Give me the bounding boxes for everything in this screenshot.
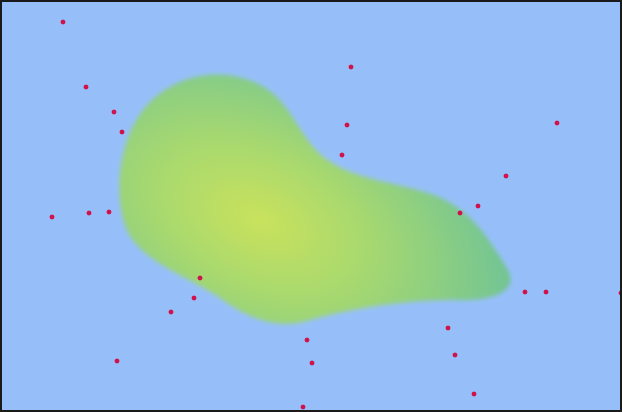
point-8 bbox=[339, 152, 345, 158]
point-15 bbox=[197, 275, 203, 281]
point-1 bbox=[60, 19, 66, 25]
point-10 bbox=[49, 214, 55, 220]
density-blob bbox=[119, 74, 511, 324]
point-5 bbox=[119, 129, 125, 135]
point-23 bbox=[452, 352, 458, 358]
point-3 bbox=[83, 84, 89, 90]
point-16 bbox=[191, 295, 197, 301]
point-6 bbox=[344, 122, 350, 128]
point-21 bbox=[445, 325, 451, 331]
point-24 bbox=[114, 358, 120, 364]
point-17 bbox=[168, 309, 174, 315]
point-7 bbox=[554, 120, 560, 126]
point-13 bbox=[457, 210, 463, 216]
point-26 bbox=[471, 391, 477, 397]
point-12 bbox=[106, 209, 112, 215]
point-18 bbox=[522, 289, 528, 295]
point-19 bbox=[543, 289, 549, 295]
point-27 bbox=[300, 404, 306, 410]
point-2 bbox=[348, 64, 354, 70]
point-11 bbox=[86, 210, 92, 216]
point-4 bbox=[111, 109, 117, 115]
point-25 bbox=[309, 360, 315, 366]
point-14 bbox=[475, 203, 481, 209]
point-9 bbox=[503, 173, 509, 179]
point-22 bbox=[304, 337, 310, 343]
points-layer bbox=[49, 19, 622, 410]
